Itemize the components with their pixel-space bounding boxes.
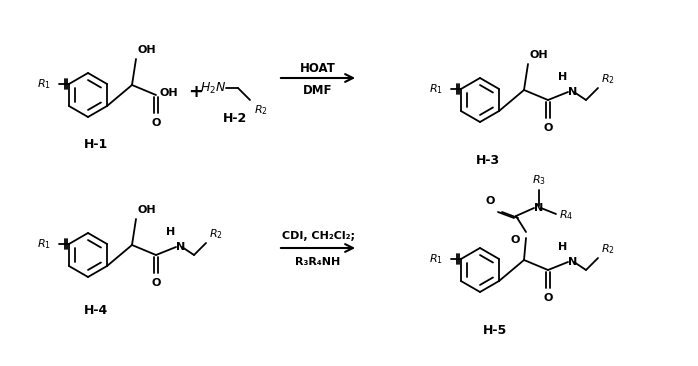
Text: $R_2$: $R_2$ (601, 72, 615, 86)
Text: O: O (543, 123, 553, 133)
Text: H-3: H-3 (476, 153, 500, 167)
Text: H-1: H-1 (84, 138, 108, 152)
Text: $R_3$: $R_3$ (532, 173, 546, 187)
Text: $R_2$: $R_2$ (254, 103, 268, 117)
Text: H-2: H-2 (223, 112, 247, 124)
Text: O: O (151, 278, 161, 288)
Text: OH: OH (160, 88, 179, 98)
Text: R₃R₄NH: R₃R₄NH (295, 257, 341, 267)
Text: $R_1$: $R_1$ (37, 77, 51, 91)
Text: O: O (486, 196, 495, 206)
Text: OH: OH (138, 205, 156, 215)
Text: H-5: H-5 (483, 324, 507, 336)
Text: CDI, CH₂Cl₂;: CDI, CH₂Cl₂; (281, 231, 355, 241)
Text: O: O (151, 118, 161, 128)
Text: O: O (543, 293, 553, 303)
Text: N: N (568, 257, 577, 267)
Text: H: H (558, 242, 567, 252)
Text: +: + (188, 83, 204, 101)
Text: N: N (176, 242, 185, 252)
Text: N: N (534, 203, 543, 213)
Text: $R_1$: $R_1$ (429, 82, 443, 96)
Text: O: O (511, 235, 520, 245)
Text: H-4: H-4 (84, 303, 108, 317)
Text: $H_2N$: $H_2N$ (200, 81, 226, 96)
Text: N: N (568, 87, 577, 97)
Text: H: H (558, 72, 567, 82)
Text: OH: OH (138, 45, 156, 55)
Text: $R_2$: $R_2$ (601, 242, 615, 256)
Text: DMF: DMF (303, 83, 333, 97)
Text: $R_4$: $R_4$ (559, 208, 573, 222)
Text: H: H (166, 227, 176, 237)
Text: $R_1$: $R_1$ (429, 252, 443, 266)
Text: OH: OH (530, 50, 549, 60)
Text: $R_1$: $R_1$ (37, 237, 51, 251)
Text: HOAT: HOAT (300, 61, 336, 75)
Text: $R_2$: $R_2$ (209, 227, 223, 241)
